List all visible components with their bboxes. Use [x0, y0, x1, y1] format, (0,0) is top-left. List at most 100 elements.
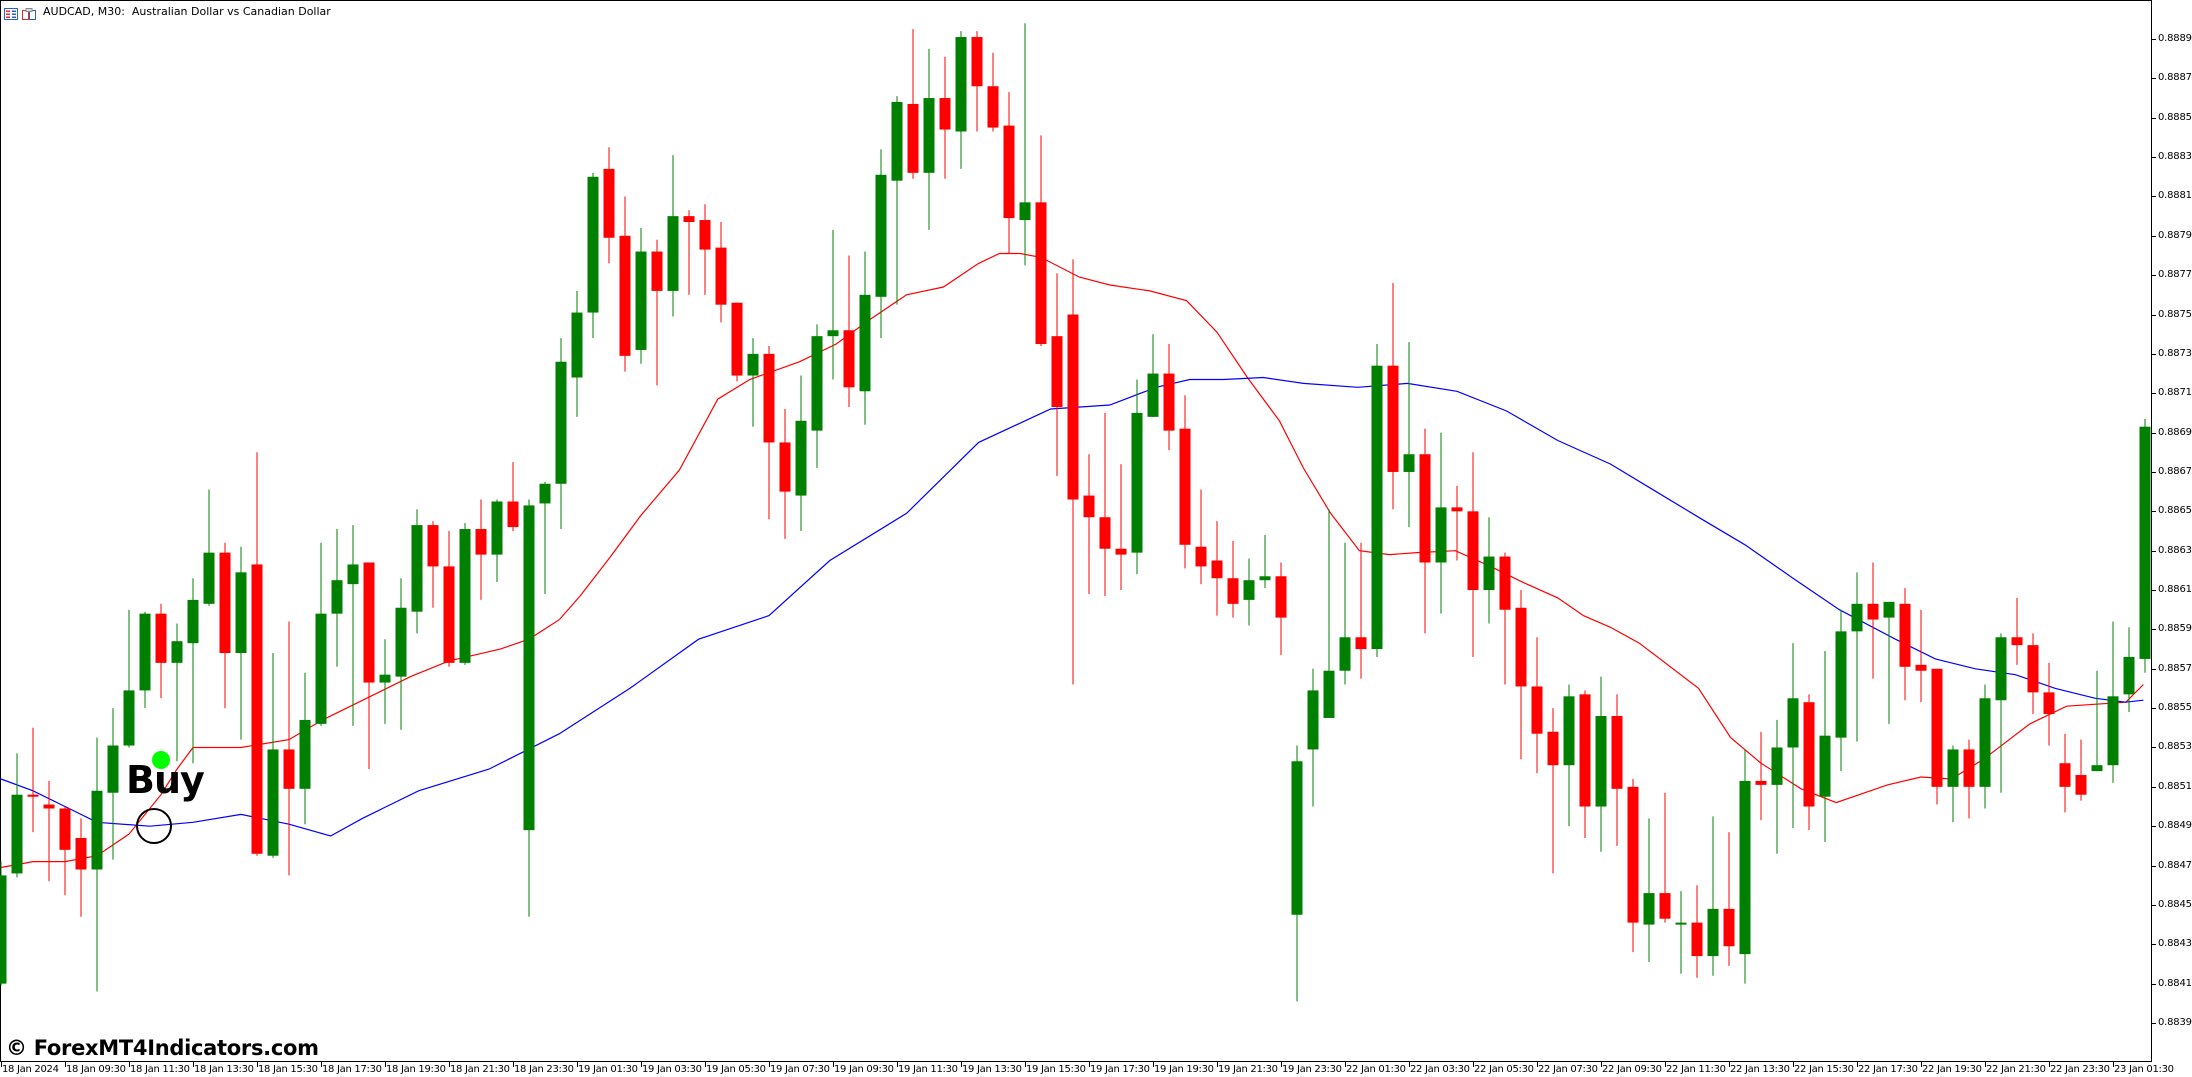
candle[interactable] [2027, 633, 2039, 715]
candle[interactable] [1547, 708, 1559, 874]
candle[interactable] [699, 204, 711, 295]
candle[interactable] [603, 147, 615, 264]
candle[interactable] [811, 324, 823, 469]
candle[interactable] [939, 56, 951, 179]
candle[interactable] [107, 708, 119, 860]
candle[interactable] [1707, 816, 1719, 976]
candle[interactable] [651, 239, 663, 386]
candle[interactable] [395, 578, 407, 730]
candle[interactable] [1563, 684, 1575, 827]
candle[interactable] [2011, 597, 2023, 665]
candle[interactable] [363, 562, 375, 770]
candle[interactable] [1723, 832, 1735, 966]
candle[interactable] [1307, 668, 1319, 807]
candle[interactable] [843, 255, 855, 408]
candle[interactable] [235, 546, 247, 740]
candle[interactable] [1611, 694, 1623, 846]
candle[interactable] [1515, 590, 1527, 760]
candle[interactable] [475, 499, 487, 600]
candle[interactable] [91, 737, 103, 992]
candle[interactable] [1163, 344, 1175, 451]
candle[interactable] [859, 251, 871, 425]
candle[interactable] [1259, 534, 1271, 589]
candle[interactable] [891, 96, 903, 305]
candle[interactable] [1115, 464, 1127, 591]
chart-frame[interactable] [0, 0, 2152, 1062]
candle[interactable] [507, 462, 519, 531]
candle[interactable] [987, 52, 999, 132]
candle[interactable] [523, 499, 535, 917]
candle[interactable] [795, 375, 807, 531]
candle[interactable] [1659, 792, 1671, 923]
candle[interactable] [779, 408, 791, 539]
candle[interactable] [1851, 572, 1863, 742]
candle[interactable] [1419, 428, 1431, 634]
candle[interactable] [1435, 432, 1447, 614]
candle[interactable] [139, 611, 151, 709]
candle[interactable] [587, 172, 599, 339]
candle[interactable] [27, 727, 39, 833]
candle[interactable] [619, 196, 631, 372]
candle[interactable] [2123, 627, 2135, 713]
candle[interactable] [1883, 601, 1895, 724]
candle[interactable] [1147, 334, 1159, 417]
candle[interactable] [187, 578, 199, 764]
candle[interactable] [1691, 885, 1703, 978]
candle[interactable] [1275, 562, 1287, 655]
candle[interactable] [1291, 745, 1303, 1002]
candle[interactable] [715, 222, 727, 323]
candle[interactable] [43, 780, 55, 882]
candle[interactable] [955, 31, 967, 169]
candle[interactable] [1771, 719, 1783, 854]
candle[interactable] [203, 489, 215, 606]
candle[interactable] [315, 542, 327, 726]
candle[interactable] [347, 525, 359, 726]
candle[interactable] [267, 653, 279, 858]
candle[interactable] [459, 523, 471, 665]
candle[interactable] [667, 155, 679, 317]
candle[interactable] [299, 672, 311, 825]
candle[interactable] [971, 31, 983, 132]
candle[interactable] [11, 753, 23, 878]
candle[interactable] [155, 603, 167, 699]
candle[interactable] [1739, 749, 1751, 984]
candle[interactable] [827, 229, 839, 380]
price-plot[interactable] [0, 0, 2152, 1062]
candle[interactable] [1579, 690, 1591, 839]
candle[interactable] [1931, 668, 1943, 805]
candle[interactable] [1867, 562, 1879, 679]
candle[interactable] [443, 531, 455, 667]
candle[interactable] [1243, 558, 1255, 626]
candle[interactable] [1387, 283, 1399, 510]
candle[interactable] [1067, 259, 1079, 685]
candle[interactable] [491, 499, 503, 583]
candle[interactable] [2091, 670, 2103, 772]
candle[interactable] [1643, 818, 1655, 962]
candle[interactable] [171, 623, 183, 762]
candle[interactable] [219, 542, 231, 709]
candle[interactable] [1227, 540, 1239, 618]
candle[interactable] [1371, 344, 1383, 657]
candle[interactable] [1995, 633, 2007, 793]
candle[interactable] [1835, 609, 1847, 772]
candle[interactable] [1211, 521, 1223, 616]
candle[interactable] [1035, 135, 1047, 347]
candle[interactable] [1323, 509, 1335, 718]
candle[interactable] [1595, 676, 1607, 852]
candle[interactable] [923, 48, 935, 230]
candle[interactable] [1787, 643, 1799, 829]
candle[interactable] [1355, 542, 1367, 679]
candle[interactable] [1003, 92, 1015, 254]
candle[interactable] [731, 302, 743, 382]
candle[interactable] [2059, 733, 2071, 813]
candle[interactable] [123, 609, 135, 748]
candle[interactable] [1451, 485, 1463, 561]
candle[interactable] [331, 529, 343, 667]
candle[interactable] [1979, 684, 1991, 809]
candle[interactable] [1819, 651, 1831, 842]
candle[interactable] [2139, 418, 2151, 673]
candle[interactable] [1915, 609, 1927, 703]
candle[interactable] [2075, 739, 2087, 801]
candle[interactable] [1483, 517, 1495, 624]
candle[interactable] [379, 639, 391, 724]
